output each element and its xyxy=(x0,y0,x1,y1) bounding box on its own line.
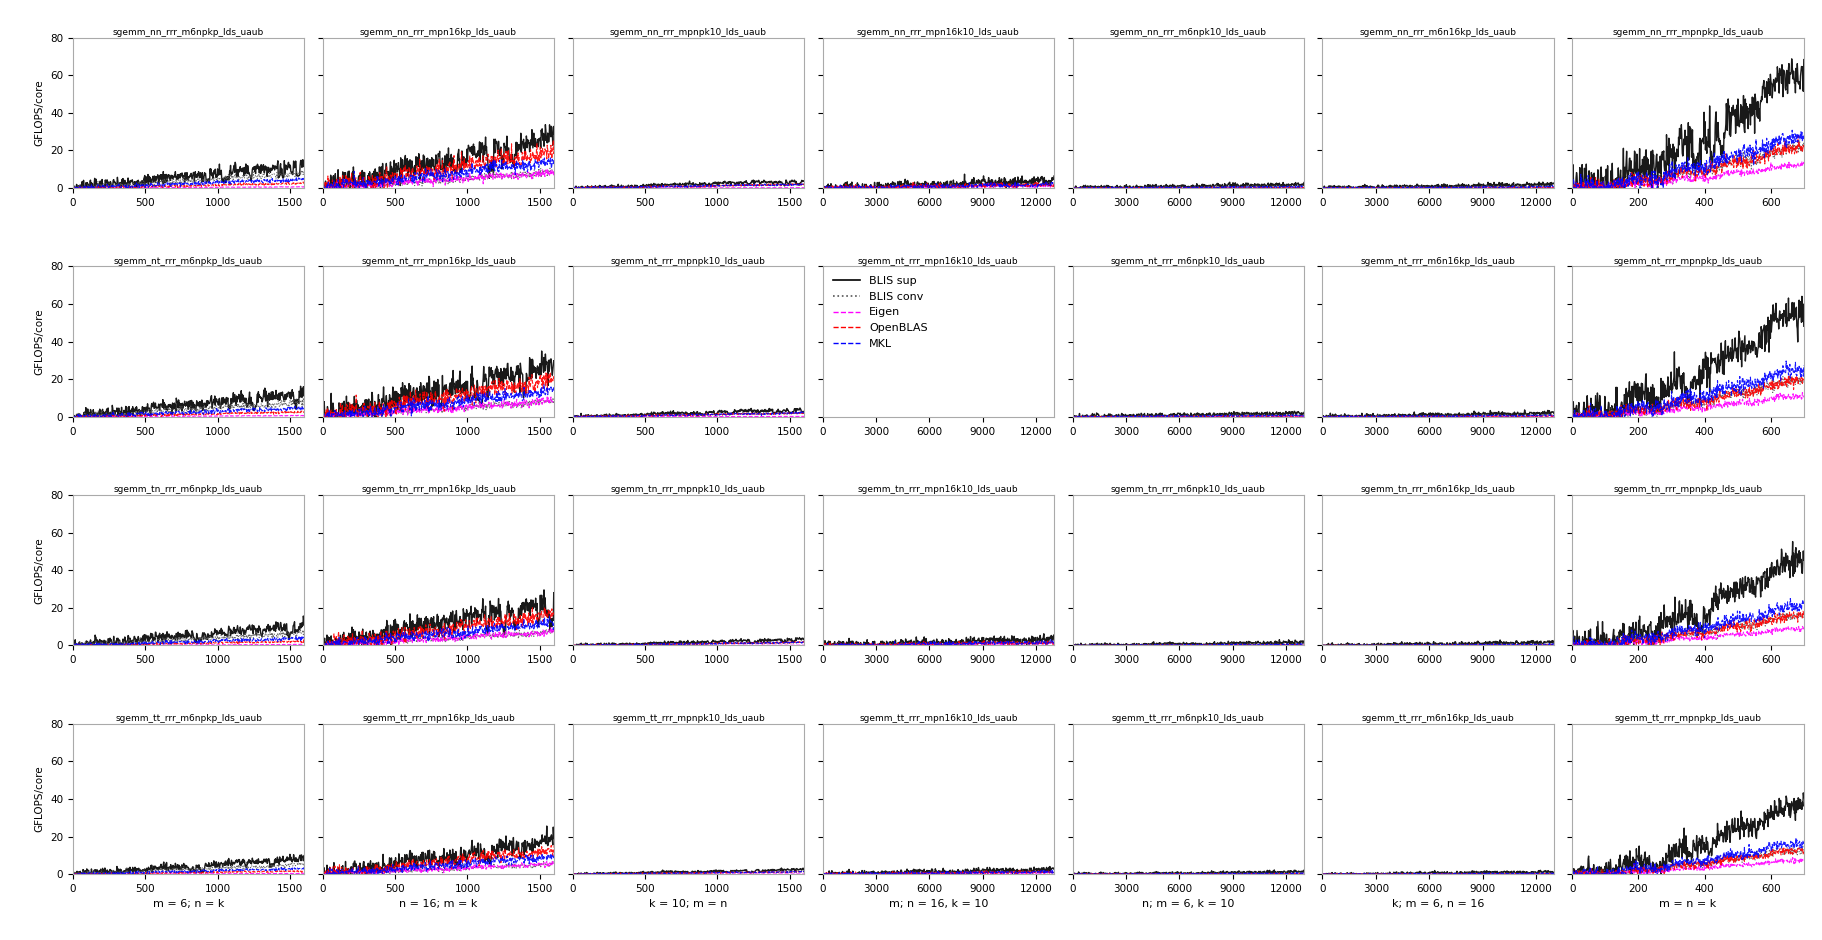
X-axis label: m = n = k: m = n = k xyxy=(1660,900,1716,910)
X-axis label: k = 10; m = n: k = 10; m = n xyxy=(649,900,727,910)
Title: sgemm_tn_rrr_mpn16k10_lds_uaub: sgemm_tn_rrr_mpn16k10_lds_uaub xyxy=(858,485,1018,494)
Title: sgemm_tt_rrr_mpnpkp_lds_uaub: sgemm_tt_rrr_mpnpkp_lds_uaub xyxy=(1614,714,1762,723)
Title: sgemm_tn_rrr_m6npk10_lds_uaub: sgemm_tn_rrr_m6npk10_lds_uaub xyxy=(1111,485,1266,494)
Title: sgemm_nn_rrr_mpnpk10_lds_uaub: sgemm_nn_rrr_mpnpk10_lds_uaub xyxy=(610,28,767,37)
Legend: BLIS sup, BLIS conv, Eigen, OpenBLAS, MKL: BLIS sup, BLIS conv, Eigen, OpenBLAS, MK… xyxy=(829,272,933,353)
Title: sgemm_nn_rrr_mpn16k10_lds_uaub: sgemm_nn_rrr_mpn16k10_lds_uaub xyxy=(856,28,1020,37)
Y-axis label: GFLOPS/core: GFLOPS/core xyxy=(35,537,44,603)
Title: sgemm_nt_rrr_mpnpk10_lds_uaub: sgemm_nt_rrr_mpnpk10_lds_uaub xyxy=(610,257,765,265)
Title: sgemm_nn_rrr_m6n16kp_lds_uaub: sgemm_nn_rrr_m6n16kp_lds_uaub xyxy=(1359,28,1516,37)
Title: sgemm_tt_rrr_mpnpk10_lds_uaub: sgemm_tt_rrr_mpnpk10_lds_uaub xyxy=(612,714,765,723)
Title: sgemm_nn_rrr_m6npk10_lds_uaub: sgemm_nn_rrr_m6npk10_lds_uaub xyxy=(1110,28,1266,37)
Title: sgemm_nt_rrr_mpn16k10_lds_uaub: sgemm_nt_rrr_mpn16k10_lds_uaub xyxy=(858,257,1018,265)
Title: sgemm_nt_rrr_m6n16kp_lds_uaub: sgemm_nt_rrr_m6n16kp_lds_uaub xyxy=(1361,257,1516,265)
Title: sgemm_nt_rrr_m6npk10_lds_uaub: sgemm_nt_rrr_m6npk10_lds_uaub xyxy=(1111,257,1266,265)
Title: sgemm_tt_rrr_mpn16k10_lds_uaub: sgemm_tt_rrr_mpn16k10_lds_uaub xyxy=(860,714,1017,723)
Title: sgemm_tt_rrr_m6n16kp_lds_uaub: sgemm_tt_rrr_m6n16kp_lds_uaub xyxy=(1361,714,1514,723)
Title: sgemm_nt_rrr_m6npkp_lds_uaub: sgemm_nt_rrr_m6npkp_lds_uaub xyxy=(115,257,262,265)
Title: sgemm_tn_rrr_mpn16kp_lds_uaub: sgemm_tn_rrr_mpn16kp_lds_uaub xyxy=(361,485,516,494)
Y-axis label: GFLOPS/core: GFLOPS/core xyxy=(35,308,44,375)
Title: sgemm_nn_rrr_mpnpkp_lds_uaub: sgemm_nn_rrr_mpnpkp_lds_uaub xyxy=(1612,28,1764,37)
Title: sgemm_nt_rrr_mpn16kp_lds_uaub: sgemm_nt_rrr_mpn16kp_lds_uaub xyxy=(361,257,516,265)
X-axis label: m = 6; n = k: m = 6; n = k xyxy=(153,900,224,910)
Title: sgemm_tt_rrr_mpn16kp_lds_uaub: sgemm_tt_rrr_mpn16kp_lds_uaub xyxy=(363,714,516,723)
Title: sgemm_tt_rrr_m6npk10_lds_uaub: sgemm_tt_rrr_m6npk10_lds_uaub xyxy=(1111,714,1264,723)
X-axis label: m; n = 16, k = 10: m; n = 16, k = 10 xyxy=(889,900,988,910)
Y-axis label: GFLOPS/core: GFLOPS/core xyxy=(35,80,44,146)
X-axis label: k; m = 6, n = 16: k; m = 6, n = 16 xyxy=(1392,900,1485,910)
Title: sgemm_tn_rrr_mpnpk10_lds_uaub: sgemm_tn_rrr_mpnpk10_lds_uaub xyxy=(610,485,765,494)
Title: sgemm_tt_rrr_m6npkp_lds_uaub: sgemm_tt_rrr_m6npkp_lds_uaub xyxy=(115,714,262,723)
Title: sgemm_nn_rrr_mpn16kp_lds_uaub: sgemm_nn_rrr_mpn16kp_lds_uaub xyxy=(361,28,517,37)
Y-axis label: GFLOPS/core: GFLOPS/core xyxy=(35,766,44,832)
X-axis label: n; m = 6, k = 10: n; m = 6, k = 10 xyxy=(1142,900,1235,910)
Title: sgemm_nn_rrr_m6npkp_lds_uaub: sgemm_nn_rrr_m6npkp_lds_uaub xyxy=(113,28,264,37)
Title: sgemm_nt_rrr_mpnpkp_lds_uaub: sgemm_nt_rrr_mpnpkp_lds_uaub xyxy=(1614,257,1762,265)
Title: sgemm_tn_rrr_m6n16kp_lds_uaub: sgemm_tn_rrr_m6n16kp_lds_uaub xyxy=(1361,485,1516,494)
X-axis label: n = 16; m = k: n = 16; m = k xyxy=(399,900,477,910)
Title: sgemm_tn_rrr_m6npkp_lds_uaub: sgemm_tn_rrr_m6npkp_lds_uaub xyxy=(115,485,262,494)
Title: sgemm_tn_rrr_mpnpkp_lds_uaub: sgemm_tn_rrr_mpnpkp_lds_uaub xyxy=(1614,485,1762,494)
